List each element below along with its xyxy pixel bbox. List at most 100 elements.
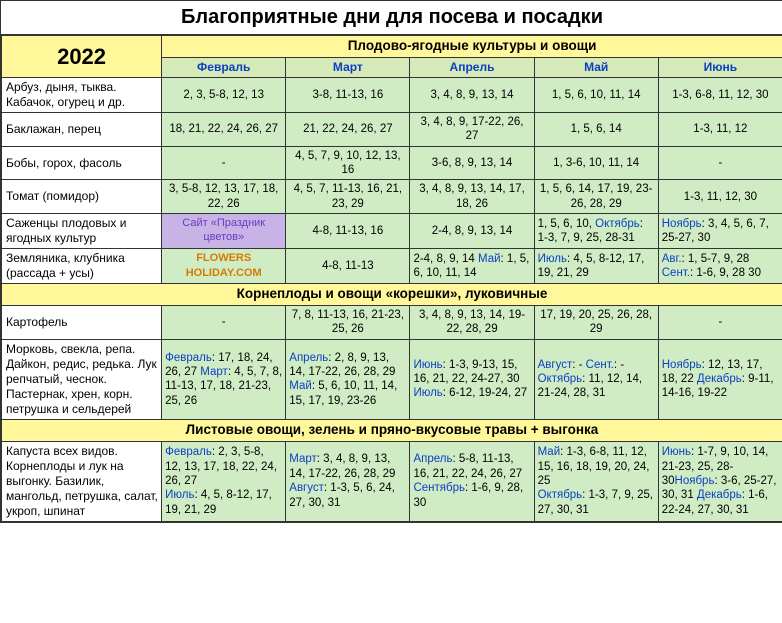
page-title: Благоприятные дни для посева и посадки: [1, 1, 782, 35]
month-may: Май: [534, 57, 658, 77]
cell: Ноябрь: 3, 4, 5, 6, 7, 25-27, 30: [658, 214, 782, 249]
cell: 18, 21, 22, 24, 26, 27: [162, 112, 286, 146]
month-apr: Апрель: [410, 57, 534, 77]
cell: Август: - Сент.: - Октябрь: 11, 12, 14, …: [534, 339, 658, 419]
month-label: Ноябрь: [662, 218, 702, 230]
cell: Июль: 4, 5, 8-12, 17, 19, 21, 29: [534, 249, 658, 284]
cell: 1, 5, 6, 14: [534, 112, 658, 146]
month-label: Март: [289, 453, 317, 465]
cell: 1, 5, 6, 14, 17, 19, 23-26, 28, 29: [534, 180, 658, 214]
planting-table: 2022 Плодово-ягодные культуры и овощи Фе…: [1, 35, 782, 522]
month-label: Июнь: [662, 446, 691, 458]
month-label: Май: [289, 380, 312, 392]
month-label: Октябрь: [595, 218, 640, 230]
month-label: Декабрь: [697, 373, 742, 385]
row-morkov: Морковь, свекла, репа. Дайкон, редис, ре…: [2, 339, 782, 419]
text: : -: [614, 359, 624, 371]
month-label: Июнь: [413, 359, 442, 371]
text: : 1-6, 9, 28 30: [690, 267, 761, 279]
cell: Авг.: 1, 5-7, 9, 28 Сент.: 1-6, 9, 28 30: [658, 249, 782, 284]
cell: 3-6, 8, 9, 13, 14: [410, 146, 534, 180]
month-mar: Март: [286, 57, 410, 77]
cell: 4, 5, 7, 9, 10, 12, 13, 16: [286, 146, 410, 180]
watermark-purple: Сайт «Праздник цветов»: [162, 214, 286, 249]
month-label: Февраль: [165, 352, 212, 364]
cell: 3, 4, 8, 9, 13, 14: [410, 77, 534, 112]
row-zemlyanika: Земляника, клубника (рассада + усы) FLOW…: [2, 249, 782, 284]
month-label: Сентябрь: [413, 482, 465, 494]
cell: 4-8, 11-13, 16: [286, 214, 410, 249]
month-label: Авг.: [662, 253, 682, 265]
row-kapusta: Капуста всех видов. Корнеплоды и лук на …: [2, 441, 782, 521]
cell: 1, 5, 6, 10, Октябрь: 1-3, 7, 9, 25, 28-…: [534, 214, 658, 249]
row-arbuz: Арбуз, дыня, тыква. Кабачок, огурец и др…: [2, 77, 782, 112]
month-label: Апрель: [413, 453, 452, 465]
cell: 2, 3, 5-8, 12, 13: [162, 77, 286, 112]
cell: 3, 4, 8, 9, 17-22, 26, 27: [410, 112, 534, 146]
label-sazhentsy: Саженцы плодовых и ягодных культур: [2, 214, 162, 249]
cell: 1-3, 6-8, 11, 12, 30: [658, 77, 782, 112]
cell: Апрель: 2, 8, 9, 13, 14, 17-22, 26, 28, …: [286, 339, 410, 419]
cell: 1, 5, 6, 10, 11, 14: [534, 77, 658, 112]
row-tomat: Томат (помидор) 3, 5-8, 12, 13, 17, 18, …: [2, 180, 782, 214]
cell: 4, 5, 7, 11-13, 16, 21, 23, 29: [286, 180, 410, 214]
cell: Февраль: 2, 3, 5-8, 12, 13, 17, 18, 22, …: [162, 441, 286, 521]
label-boby: Бобы, горох, фасоль: [2, 146, 162, 180]
label-zemlyanika: Земляника, клубника (рассада + усы): [2, 249, 162, 284]
text: FLOWERS HOLIDAY.COM: [186, 252, 262, 279]
row-sazhentsy: Саженцы плодовых и ягодных культур Сайт …: [2, 214, 782, 249]
month-label: Март: [200, 366, 228, 378]
month-feb: Февраль: [162, 57, 286, 77]
month-label: Июль: [165, 489, 194, 501]
label-kartofel: Картофель: [2, 306, 162, 340]
cell: Февраль: 17, 18, 24, 26, 27 Март: 4, 5, …: [162, 339, 286, 419]
month-label: Сент.: [586, 359, 614, 371]
cell: 2-4, 8, 9, 14 Май: 1, 5, 6, 10, 11, 14: [410, 249, 534, 284]
label-arbuz: Арбуз, дыня, тыква. Кабачок, огурец и др…: [2, 77, 162, 112]
month-label: Август: [289, 482, 324, 494]
label-baklazhan: Баклажан, перец: [2, 112, 162, 146]
month-label: Октябрь: [538, 489, 583, 501]
month-label: Декабрь: [697, 489, 742, 501]
month-label: Май: [538, 446, 561, 458]
month-label: Сент.: [662, 267, 690, 279]
cell: -: [162, 306, 286, 340]
text: 1, 5, 6, 10,: [538, 218, 596, 230]
label-kapusta: Капуста всех видов. Корнеплоды и лук на …: [2, 441, 162, 521]
cell: 3-8, 11-13, 16: [286, 77, 410, 112]
text: : -: [572, 359, 585, 371]
month-jun: Июнь: [658, 57, 782, 77]
cell: 3, 5-8, 12, 13, 17, 18, 22, 26: [162, 180, 286, 214]
month-label: Июль: [538, 253, 567, 265]
cell: Июнь: 1-3, 9-13, 15, 16, 21, 22, 24-27, …: [410, 339, 534, 419]
month-label: Июль: [413, 387, 442, 399]
cell: -: [162, 146, 286, 180]
month-label: Ноябрь: [662, 359, 702, 371]
row-boby: Бобы, горох, фасоль - 4, 5, 7, 9, 10, 12…: [2, 146, 782, 180]
cell: 21, 22, 24, 26, 27: [286, 112, 410, 146]
calendar-table: Благоприятные дни для посева и посадки 2…: [0, 0, 782, 523]
cell: 2-4, 8, 9, 13, 14: [410, 214, 534, 249]
cell: -: [658, 306, 782, 340]
cell: Май: 1-3, 6-8, 11, 12, 15, 16, 18, 19, 2…: [534, 441, 658, 521]
year-cell: 2022: [2, 36, 162, 78]
month-label: Ноябрь: [675, 475, 715, 487]
label-tomat: Томат (помидор): [2, 180, 162, 214]
cell: Март: 3, 4, 8, 9, 13, 14, 17-22, 26, 28,…: [286, 441, 410, 521]
section-header-3: Листовые овощи, зелень и пряно-вкусовые …: [2, 419, 782, 441]
cell: 1-3, 11, 12, 30: [658, 180, 782, 214]
month-label: Октябрь: [538, 373, 583, 385]
watermark-orange: FLOWERS HOLIDAY.COM: [162, 249, 286, 284]
text: : 1, 5-7, 9, 28: [682, 253, 750, 265]
cell: Апрель: 5-8, 11-13, 16, 21, 22, 24, 26, …: [410, 441, 534, 521]
month-label: Август: [538, 359, 573, 371]
cell: 4-8, 11-13: [286, 249, 410, 284]
month-label: Май: [478, 253, 501, 265]
month-label: Февраль: [165, 446, 212, 458]
cell: Ноябрь: 12, 13, 17, 18, 22 Декабрь: 9-11…: [658, 339, 782, 419]
month-label: Апрель: [289, 352, 328, 364]
cell: 1, 3-6, 10, 11, 14: [534, 146, 658, 180]
cell: -: [658, 146, 782, 180]
cell: Июнь: 1-7, 9, 10, 14, 21-23, 25, 28-30Но…: [658, 441, 782, 521]
text: 2-4, 8, 9, 14: [413, 253, 478, 265]
